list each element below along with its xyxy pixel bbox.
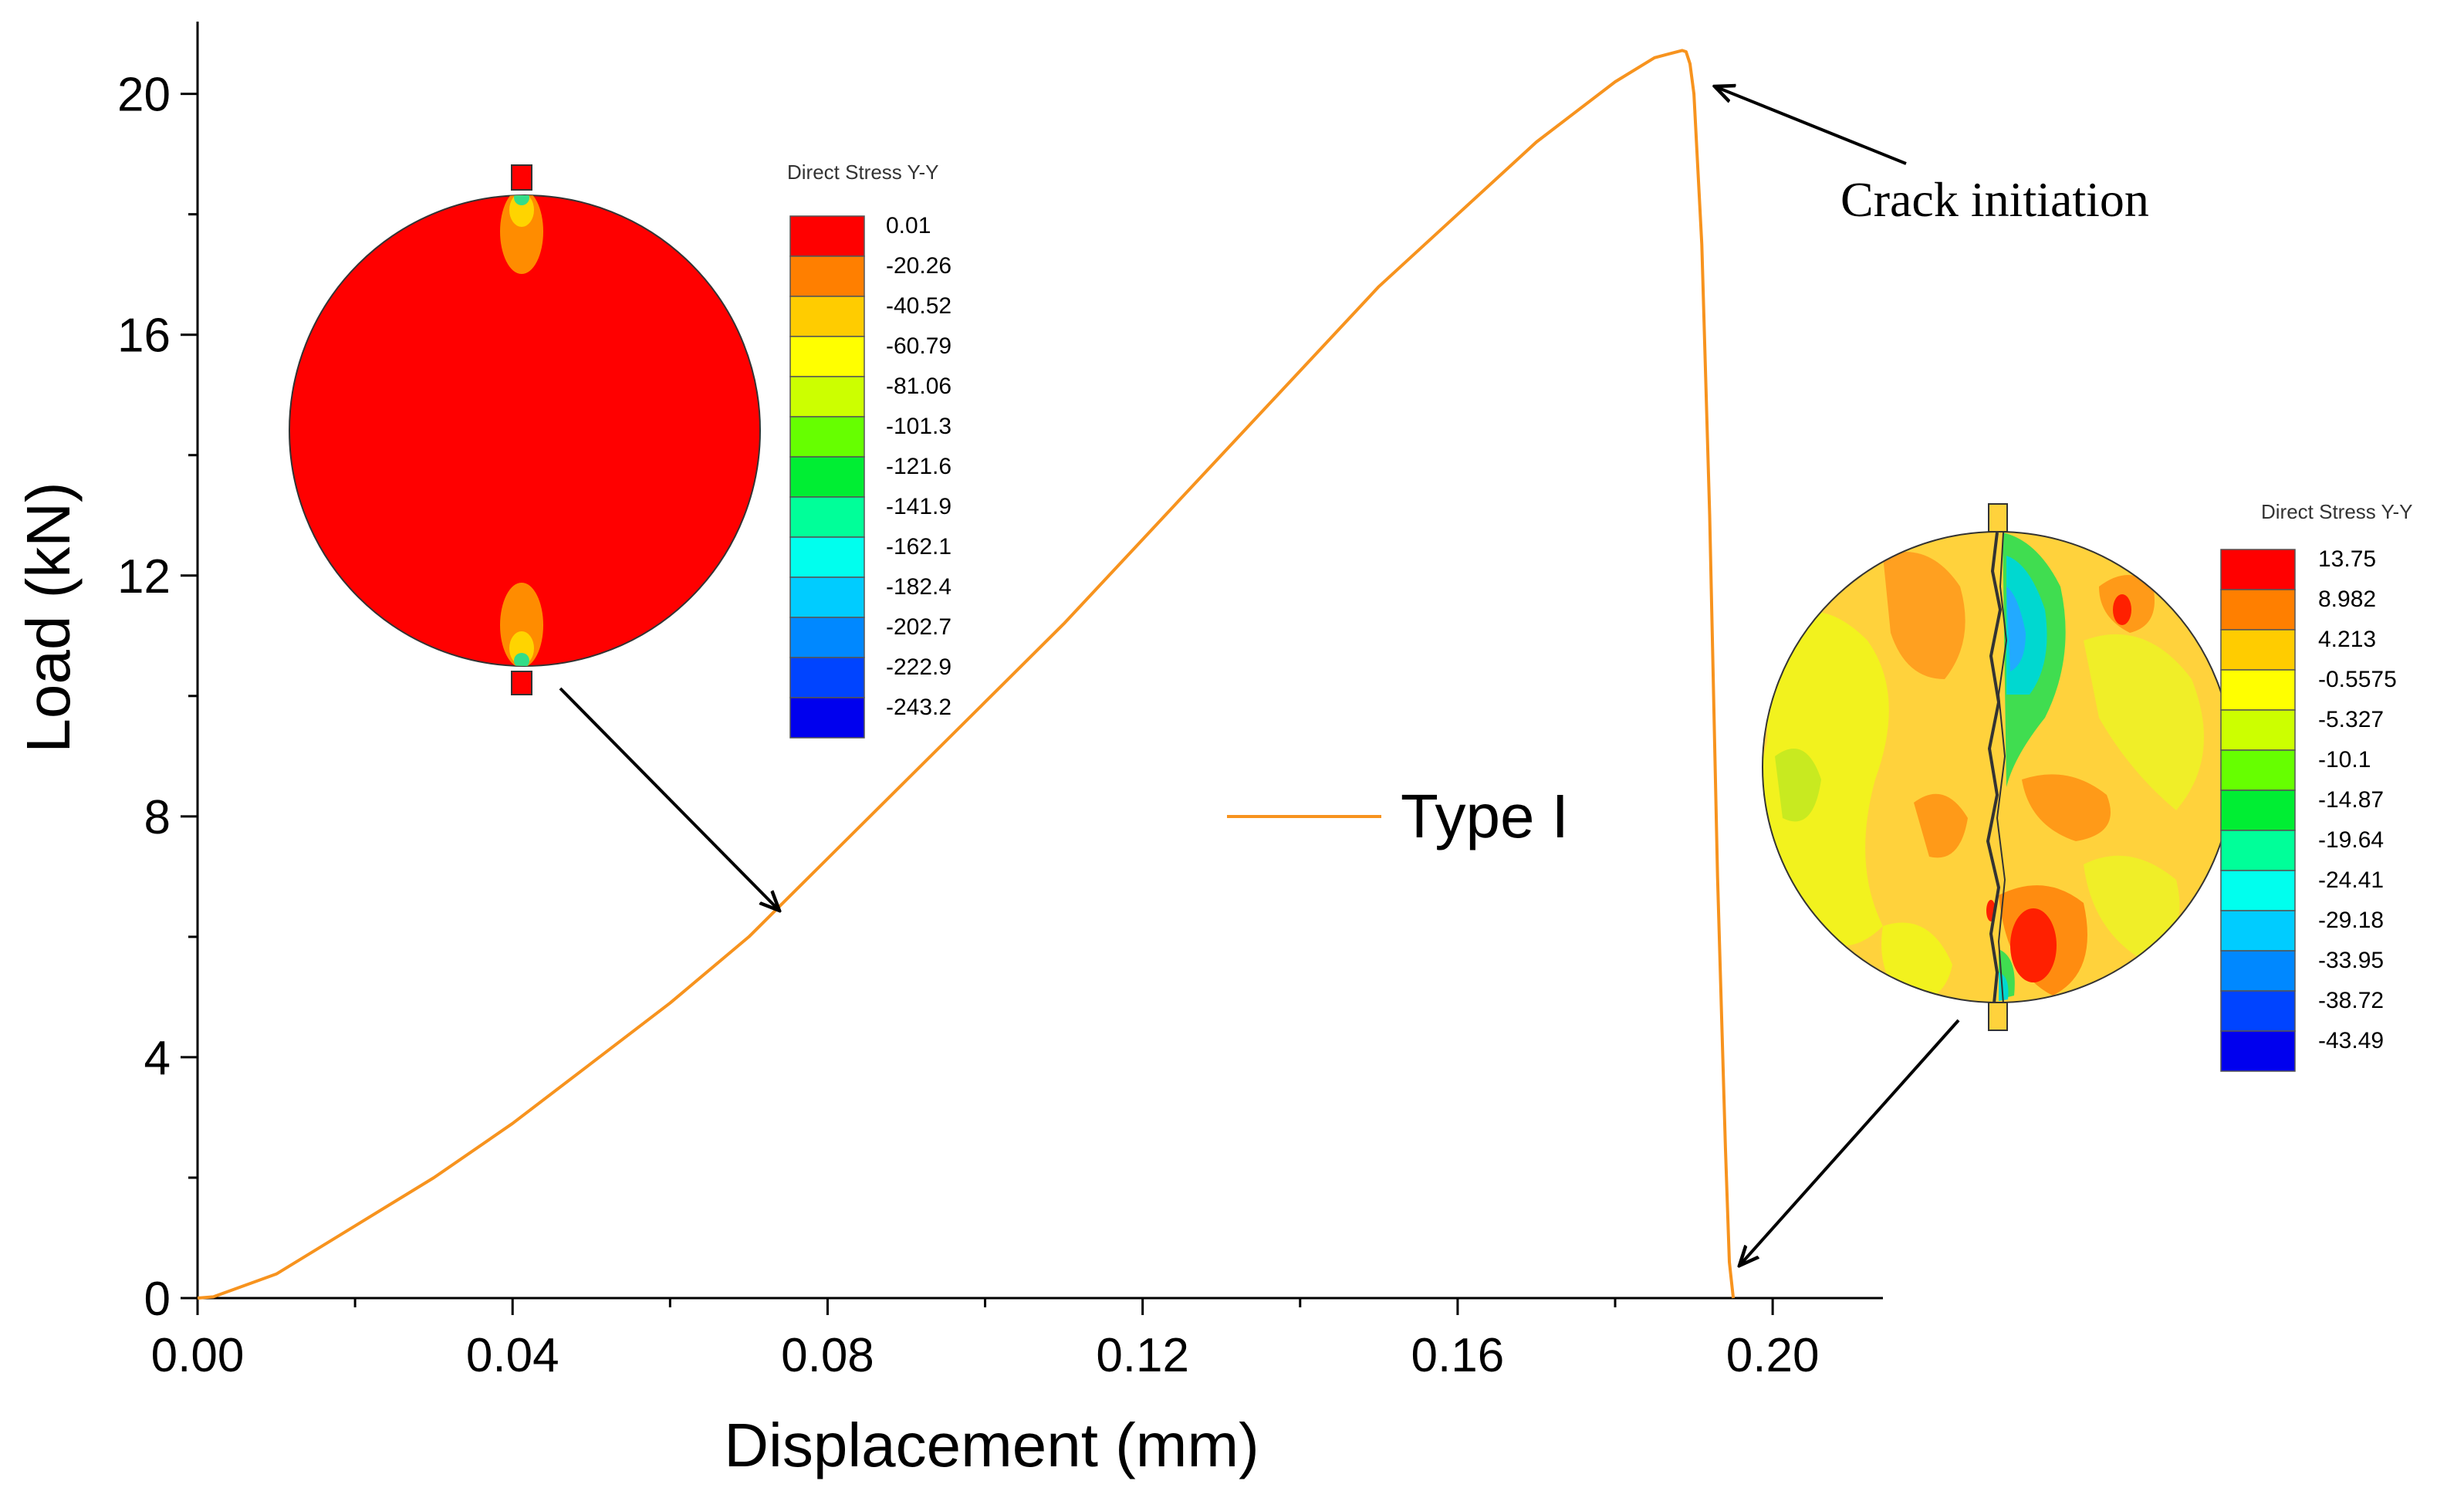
colorbar-swatch [789, 617, 865, 658]
colorbar-swatch [789, 496, 865, 538]
colorbar-swatch [2220, 629, 2296, 671]
colorbar-label: 0.01 [886, 213, 931, 238]
x-tick-label: 0.16 [1411, 1329, 1505, 1382]
colorbar-swatch [2220, 589, 2296, 631]
colorbar-swatch [789, 336, 865, 377]
colorbar-swatch [789, 576, 865, 618]
colorbar-label: -10.1 [2318, 747, 2371, 773]
y-tick-label: 20 [117, 69, 171, 122]
colorbar-label: -40.52 [886, 293, 951, 319]
colorbar-label: -202.7 [886, 614, 951, 640]
colorbar-swatch [2220, 749, 2296, 791]
x-axis-title: Displacement (mm) [724, 1411, 1259, 1479]
x-tick-label: 0.04 [466, 1329, 559, 1382]
colorbar-label: -19.64 [2318, 827, 2384, 853]
colorbar-swatch [789, 255, 865, 297]
post-failure-arrow [1739, 1019, 1960, 1266]
x-tick-label: 0.08 [781, 1329, 874, 1382]
initial-colorbar-title: Direct Stress Y-Y [787, 161, 939, 184]
bottom-loading-platen [511, 671, 532, 695]
crack-initiation-annotation: Crack initiation [1715, 86, 2149, 227]
colorbar-swatch [2220, 549, 2296, 590]
post-failure-inset: Direct Stress Y-Y 13.75 8.982 4.213 -0.5575… [1739, 500, 2413, 1266]
colorbar-swatch [2220, 910, 2296, 952]
colorbar-label: -0.5575 [2318, 667, 2397, 692]
y-ticks: 0 4 8 12 16 20 [117, 69, 198, 1326]
initial-disk [289, 164, 761, 695]
plot-axes [196, 22, 1883, 1300]
colorbar-swatch [789, 416, 865, 458]
colorbar-swatch [789, 215, 865, 257]
y-axis-title: Load (kN) [14, 482, 83, 752]
colorbar-label: -81.06 [886, 374, 951, 399]
colorbar-swatch [789, 536, 865, 578]
colorbar-swatch [2220, 669, 2296, 711]
colorbar-label: -141.9 [886, 494, 951, 519]
colorbar-swatch [789, 456, 865, 498]
post-failure-colorbar: 13.75 8.982 4.213 -0.5575 -5.327 -10.1 -14.87 -… [2220, 546, 2397, 1072]
colorbar-label: -24.41 [2318, 867, 2384, 893]
x-ticks: 0.00 0.04 0.08 0.12 0.16 0.20 [151, 1298, 1820, 1382]
colorbar-label: -162.1 [886, 534, 951, 560]
colorbar-swatch [789, 657, 865, 698]
colorbar-label: -121.6 [886, 454, 951, 479]
colorbar-label: -14.87 [2318, 787, 2384, 813]
colorbar-label: -43.49 [2318, 1028, 2384, 1053]
colorbar-label: -29.18 [2318, 908, 2384, 933]
x-tick-label: 0.20 [1726, 1329, 1820, 1382]
legend: Type I [1227, 782, 1569, 850]
top-loading-platen [511, 164, 532, 191]
colorbar-swatch [2220, 1030, 2296, 1072]
colorbar-swatch [789, 296, 865, 337]
legend-label: Type I [1401, 782, 1569, 850]
crack-initiation-arrow [1715, 86, 1907, 165]
colorbar-swatch [2220, 950, 2296, 992]
colorbar-label: -5.327 [2318, 707, 2384, 732]
bottom-loading-platen [1988, 1002, 2008, 1031]
y-tick-label: 0 [144, 1273, 171, 1326]
top-loading-platen [1988, 503, 2008, 533]
colorbar-swatch [2220, 870, 2296, 911]
colorbar-swatch [2220, 830, 2296, 871]
colorbar-label: 13.75 [2318, 546, 2376, 572]
colorbar-label: 4.213 [2318, 627, 2376, 652]
y-tick-label: 12 [117, 550, 171, 604]
crack-initiation-label: Crack initiation [1840, 172, 2149, 227]
colorbar-label: -20.26 [886, 253, 951, 279]
initial-state-arrow [559, 687, 779, 911]
x-tick-label: 0.12 [1096, 1329, 1189, 1382]
y-tick-label: 8 [144, 791, 171, 844]
post-failure-disk [1762, 503, 2234, 1031]
colorbar-swatch [789, 376, 865, 418]
x-tick-label: 0.00 [151, 1329, 245, 1382]
series-line-type-i [197, 49, 1736, 1300]
y-tick-label: 4 [144, 1032, 171, 1085]
initial-state-inset: Direct Stress Y-Y 0.01 -20.26 -40.52 -60.79… [289, 161, 951, 911]
colorbar-swatch [2220, 990, 2296, 1032]
colorbar-label: -222.9 [886, 654, 951, 680]
colorbar-label: -101.3 [886, 414, 951, 439]
colorbar-label: -182.4 [886, 574, 951, 600]
y-tick-label: 16 [117, 309, 171, 363]
colorbar-label: -33.95 [2318, 948, 2384, 973]
colorbar-swatch [2220, 709, 2296, 751]
colorbar-swatch [2220, 790, 2296, 831]
initial-colorbar: 0.01 -20.26 -40.52 -60.79 -81.06 -101.3 -121.6… [789, 213, 951, 739]
colorbar-label: 8.982 [2318, 587, 2376, 612]
post-failure-colorbar-title: Direct Stress Y-Y [2261, 500, 2413, 523]
colorbar-label: -60.79 [886, 333, 951, 359]
colorbar-swatch [789, 697, 865, 739]
colorbar-label: -38.72 [2318, 988, 2384, 1013]
colorbar-label: -243.2 [886, 695, 951, 720]
